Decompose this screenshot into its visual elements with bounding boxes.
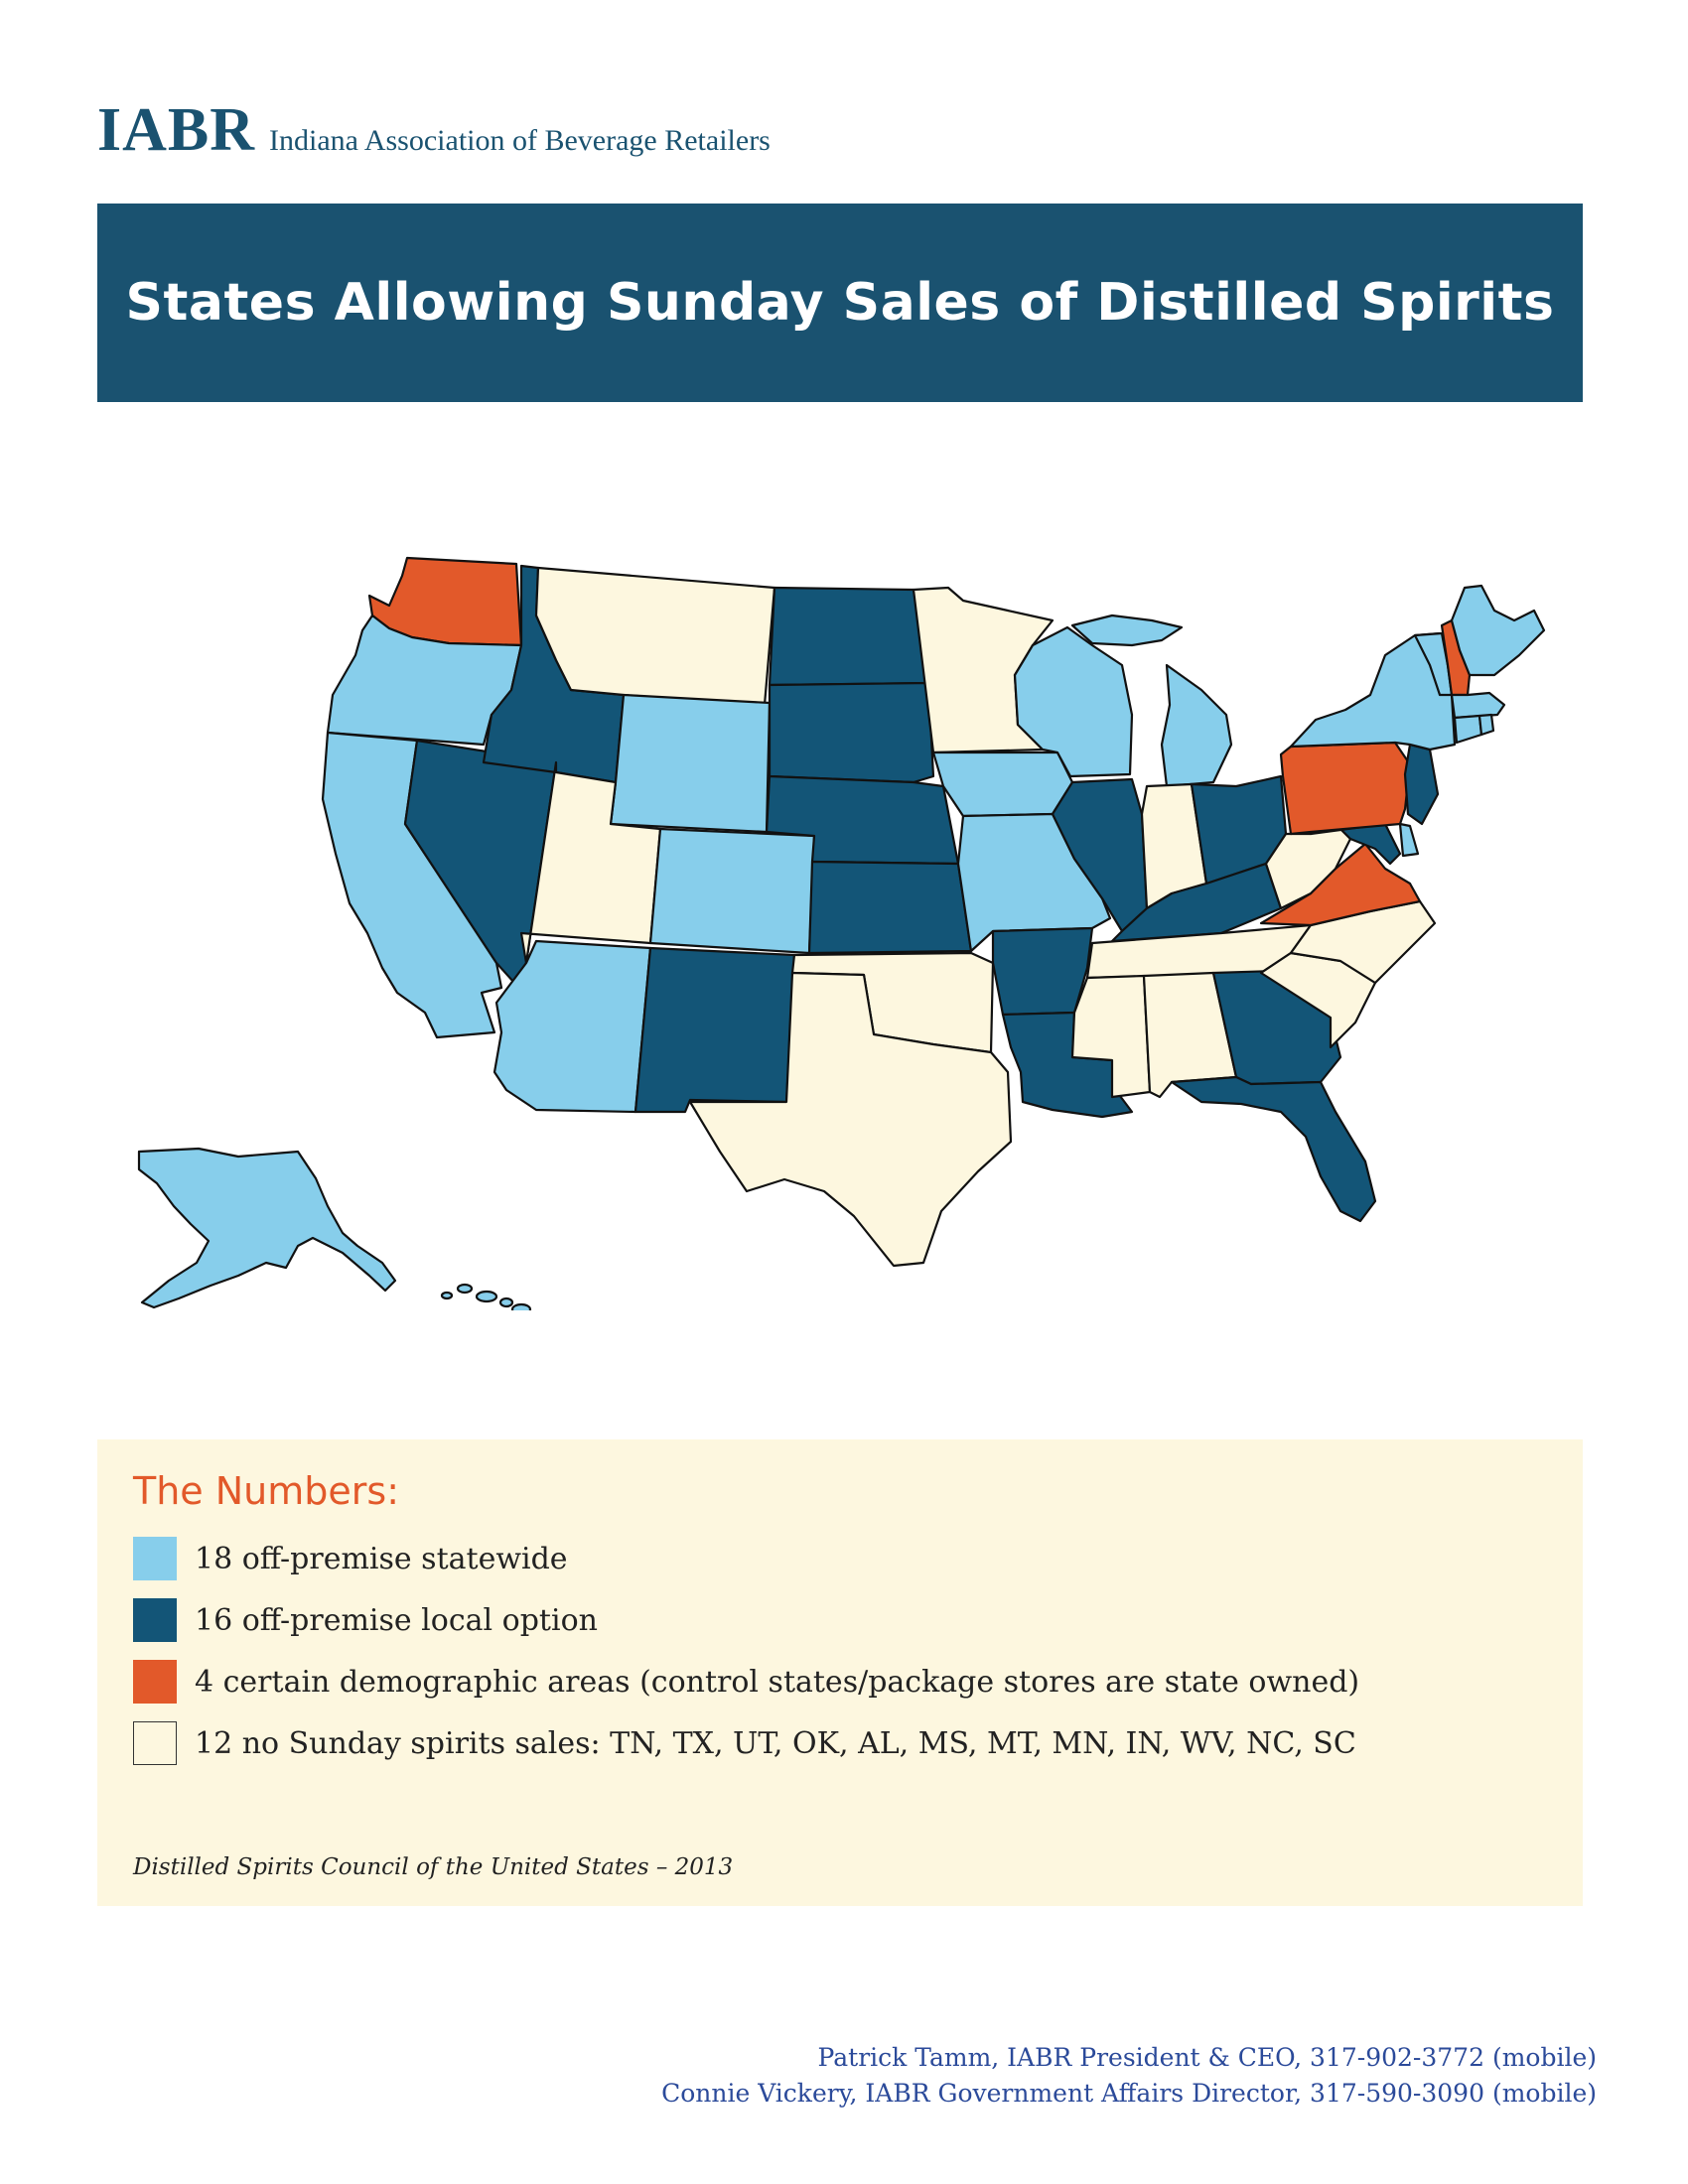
legend-label-demographic: 4 certain demographic areas (control sta… xyxy=(195,1664,1360,1700)
state-PA xyxy=(1279,741,1412,836)
title-banner: States Allowing Sunday Sales of Distille… xyxy=(97,204,1583,402)
state-ND xyxy=(768,586,930,687)
legend-title: The Numbers: xyxy=(133,1469,400,1513)
contact-line-1: Patrick Tamm, IABR President & CEO, 317-… xyxy=(817,2043,1597,2072)
state-CT xyxy=(1453,714,1483,745)
state-CO xyxy=(648,827,816,955)
logo-organization-name: Indiana Association of Beverage Retailer… xyxy=(269,124,771,157)
legend-label-statewide: 18 off-premise statewide xyxy=(195,1541,568,1576)
legend-label-none: 12 no Sunday spirits sales: TN, TX, UT, … xyxy=(195,1725,1356,1761)
state-MA xyxy=(1450,691,1506,720)
legend-item-none: 12 no Sunday spirits sales: TN, TX, UT, … xyxy=(133,1721,1356,1765)
legend-swatch-demographic xyxy=(133,1660,177,1704)
state-NJ xyxy=(1403,743,1440,826)
contact-footer: Patrick Tamm, IABR President & CEO, 317-… xyxy=(661,2040,1597,2112)
state-MT xyxy=(534,566,776,707)
us-map xyxy=(0,516,1688,1310)
state-WI xyxy=(1013,625,1134,778)
legend-swatch-none xyxy=(133,1721,177,1765)
state-HI xyxy=(440,1283,532,1310)
legend-panel: The Numbers: 18 off-premise statewide 16… xyxy=(97,1439,1583,1906)
us-map-svg xyxy=(137,556,1546,1310)
legend-label-local-option: 16 off-premise local option xyxy=(195,1602,598,1638)
state-FL xyxy=(1170,1075,1377,1223)
legend-item-demographic: 4 certain demographic areas (control sta… xyxy=(133,1660,1359,1704)
state-RI xyxy=(1477,713,1495,737)
state-SD xyxy=(768,681,935,784)
legend-swatch-statewide xyxy=(133,1537,177,1580)
legend-item-statewide: 18 off-premise statewide xyxy=(133,1537,568,1580)
iabr-logo: IABR Indiana Association of Beverage Ret… xyxy=(97,95,771,166)
state-NM xyxy=(633,946,796,1114)
logo-abbreviation: IABR xyxy=(97,96,256,164)
state-MI xyxy=(1070,614,1233,788)
state-AZ xyxy=(492,939,652,1114)
state-ME xyxy=(1450,584,1546,677)
state-WY xyxy=(609,693,772,834)
state-TX xyxy=(688,971,1013,1268)
source-citation: Distilled Spirits Council of the United … xyxy=(133,1854,734,1880)
state-DE xyxy=(1398,822,1420,858)
page-title: States Allowing Sunday Sales of Distille… xyxy=(125,273,1555,333)
state-AK xyxy=(137,1147,397,1309)
state-KS xyxy=(807,860,973,955)
legend-swatch-local-option xyxy=(133,1598,177,1642)
legend-item-local-option: 16 off-premise local option xyxy=(133,1598,598,1642)
state-IA xyxy=(931,751,1074,818)
contact-line-2: Connie Vickery, IABR Government Affairs … xyxy=(661,2079,1597,2108)
